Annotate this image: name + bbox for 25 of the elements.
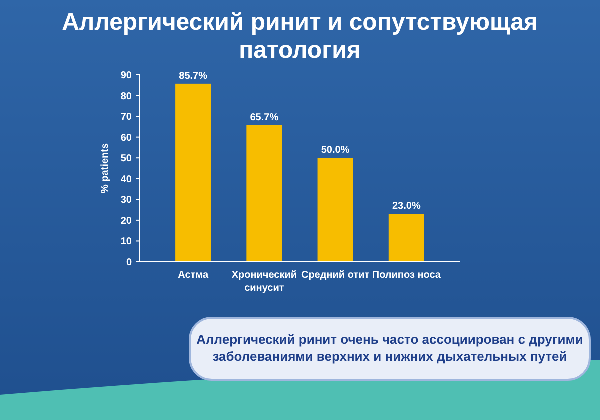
data-label: 65.7% — [250, 112, 279, 124]
x-tick-label: Астма — [178, 270, 209, 281]
y-tick-label: 20 — [120, 216, 132, 227]
y-tick-label: 30 — [120, 195, 132, 206]
y-tick-label: 90 — [120, 70, 132, 82]
data-label: 50.0% — [321, 145, 350, 156]
y-tick-label: 0 — [126, 258, 132, 268]
data-label: 23.0% — [392, 201, 421, 212]
y-tick-label: 10 — [120, 236, 132, 248]
text: Аллергический ринит очень часто ассоциирован с другими заболеваниями верхних и нижних дыхательных путей — [196, 332, 584, 364]
bar — [388, 214, 424, 262]
x-tick-label: Хронический синусит — [232, 270, 298, 294]
bar — [176, 84, 212, 262]
y-tick-label: 80 — [120, 91, 132, 102]
chart-title: Аллергический ринит и сопутствующая патология — [62, 9, 538, 64]
bar — [318, 158, 354, 262]
x-tick-label: Средний отит — [301, 270, 370, 281]
x-tick-label: Полипоз носа — [372, 270, 442, 281]
bar — [246, 125, 282, 262]
y-tick-label: 70 — [120, 112, 132, 124]
y-tick-label: 40 — [120, 174, 132, 186]
y-tick-label: 50 — [120, 154, 132, 165]
data-label: 85.7% — [179, 70, 208, 82]
y-tick-label: 60 — [120, 132, 132, 144]
y-axis-title: % patients — [100, 143, 111, 194]
